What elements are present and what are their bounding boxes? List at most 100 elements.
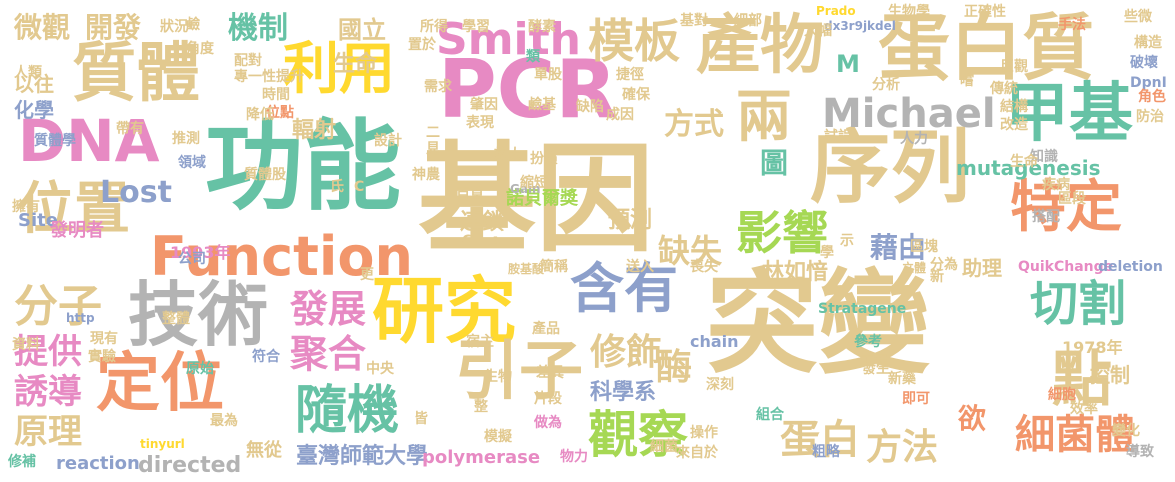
cloud-word: 結構 [1000,99,1028,115]
cloud-word: 細菌 [650,439,678,455]
cloud-word: 發生 [862,361,890,377]
cloud-word: 模板 [588,14,680,68]
cloud-word: 1993年 [170,243,231,262]
cloud-word: 降低 [246,107,274,123]
cloud-word: 帶有 [116,121,144,137]
cloud-word: 所得 [420,19,448,35]
cloud-word: Gain [510,182,541,196]
cloud-word: 資料 [12,337,40,353]
cloud-word: 傳統 [990,81,1018,97]
cloud-word: DpnI [1130,75,1167,91]
cloud-word: G [462,233,474,249]
cloud-word: 含有 [570,257,678,320]
cloud-word: 實驗 [88,349,116,365]
cloud-word: 效率 [1070,401,1098,417]
cloud-word: 人力 [900,131,928,147]
cloud-word: Stratagene [818,301,907,317]
cloud-word: 物力 [560,449,588,465]
cloud-word: 整 [474,399,488,415]
cloud-word: 無從 [246,440,282,461]
cloud-word: 推測 [172,131,200,147]
cloud-word: 擁有 [12,199,40,215]
cloud-word: 些微 [1124,9,1152,25]
cloud-word: 模擬 [484,429,512,445]
cloud-word: 諾貝爾獎 [506,188,578,209]
cloud-word: 確保 [622,87,650,103]
cloud-word: 細部 [734,13,762,29]
cloud-word: 肇因 [470,97,498,113]
cloud-word: 整體 [162,311,190,327]
cloud-word: 變化 [1112,423,1140,439]
cloud-word: 角色 [1138,89,1166,105]
cloud-word: 百草 [456,187,484,203]
cloud-word: 基對 [680,13,708,29]
cloud-word: 方式 [664,107,724,142]
cloud-word: 送入 [626,259,654,275]
cloud-word: deletion [1098,259,1163,275]
cloud-word: 單股 [534,67,562,83]
cloud-word: DNA [18,107,160,175]
cloud-word: 蛋白 [780,417,860,463]
cloud-word: 缺陷 [576,99,604,115]
cloud-word: 分析 [872,77,900,93]
cloud-word: 連鎖 [460,210,505,235]
cloud-word: 提供 [14,332,82,372]
cloud-word: 以往 [14,72,54,96]
cloud-word: 影響 [736,206,828,260]
cloud-word: 藉由 [870,231,927,264]
cloud-word: 時間 [262,87,290,103]
cloud-word: Function [150,225,413,288]
cloud-word: 組合 [756,407,784,423]
cloud-word: 最為 [210,413,238,429]
cloud-word: Lost [100,175,172,210]
cloud-word: 技術 [128,274,268,356]
cloud-word: 符合 [252,349,280,365]
cloud-word: 放大 [494,147,522,163]
cloud-word: 生命 [1010,154,1038,170]
cloud-word: 區段 [1058,191,1086,207]
cloud-word: 修飾 [590,332,663,373]
cloud-word: 原始 [186,361,214,377]
cloud-word: 捷徑 [616,67,644,83]
cloud-word: 巨觀 [1000,59,1028,75]
cloud-word: 喪失 [690,259,718,275]
cloud-word: 需求 [424,79,452,95]
cloud-word: 試誤 [824,129,852,145]
cloud-word: 1978年 [1062,338,1123,357]
cloud-word: 鹼 [186,17,200,33]
cloud-word: 防治 [1136,109,1164,125]
cloud-word: 工程 [860,354,888,370]
cloud-word: 宿主 [466,334,494,350]
cloud-word: 做為 [534,415,562,431]
cloud-word: 酶 [656,347,693,388]
cloud-word: 嚐 [960,73,974,89]
cloud-word: Smith [436,14,581,65]
cloud-word: 公司 [178,251,206,267]
cloud-word: 差異 [536,365,564,381]
cloud-word: 鹼基 [528,97,556,113]
cloud-word: 聚合 [290,332,367,376]
cloud-word: 誘導 [14,372,82,412]
cloud-word: 新藥 [888,371,916,387]
cloud-word: 隨機 [295,381,400,441]
cloud-word: 構造 [1134,35,1162,51]
cloud-word: 助理 [962,256,1002,280]
cloud-word: 產品 [532,321,560,337]
cloud-word: 類 [526,49,540,65]
cloud-word: 蛋白質 [878,6,1095,90]
cloud-word: dx3r9jkdel [824,19,896,33]
cloud-word: 預測 [608,208,653,233]
cloud-word: chain [690,332,739,351]
cloud-word: 專一性 [234,69,276,85]
cloud-word: 破壞 [1130,55,1158,71]
cloud-word: tinyurl [140,437,185,451]
cloud-word: 分為 [930,257,958,273]
cloud-word: 置於 [408,37,436,53]
cloud-word: 利用 [283,37,395,102]
cloud-word: 二 [426,125,440,141]
cloud-word: 點 [1052,345,1112,415]
cloud-word: 位點 [266,105,294,121]
cloud-word: 粗略 [812,444,840,460]
cloud-word: 氏 [330,179,344,195]
